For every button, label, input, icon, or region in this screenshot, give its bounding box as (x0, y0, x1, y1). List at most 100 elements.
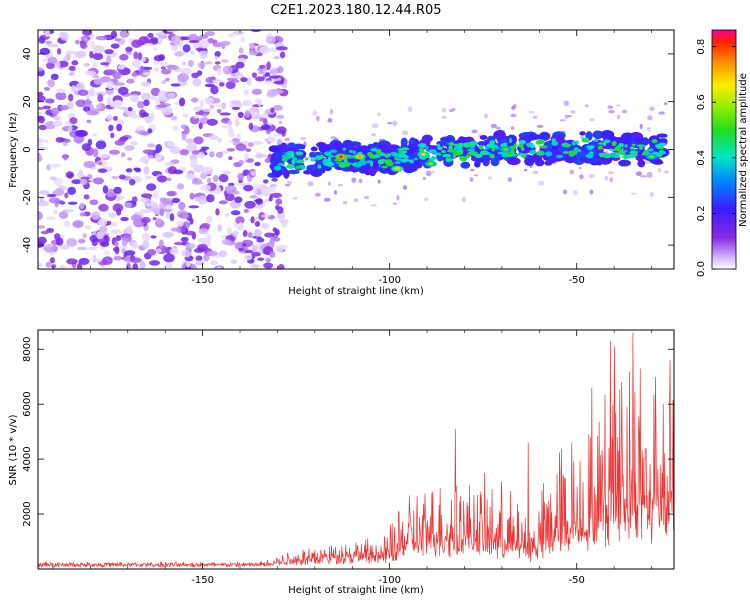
noise-blob (141, 92, 151, 102)
noise-blob (53, 115, 62, 121)
band-core (329, 149, 338, 153)
noise-blob (38, 36, 46, 44)
noise-blob (38, 211, 43, 221)
noise-blob (136, 100, 145, 109)
noise-blob (244, 152, 249, 161)
noise-blob (180, 81, 187, 86)
noise-blob (197, 152, 205, 159)
band-blob (403, 165, 416, 174)
y-tick-label: 20 (22, 95, 33, 108)
band-blob (283, 169, 290, 179)
band-halo-dot (562, 189, 568, 195)
band-blob (551, 150, 561, 157)
noise-blob (224, 212, 230, 218)
noise-blob (228, 182, 235, 187)
noise-blob (45, 261, 52, 268)
band-core (469, 151, 478, 156)
noise-blob (70, 85, 77, 93)
noise-blob (218, 250, 228, 258)
noise-blob (89, 87, 95, 97)
band-core (614, 146, 622, 152)
noise-blob (106, 55, 112, 65)
band-core (400, 147, 410, 151)
noise-blob (276, 126, 287, 135)
noise-blob (191, 181, 204, 185)
band-halo-dot (407, 106, 413, 113)
noise-blob (125, 51, 132, 55)
noise-blob (271, 89, 284, 95)
noise-blob (185, 242, 196, 249)
noise-blob (143, 166, 150, 175)
noise-blob (228, 156, 233, 161)
band-core (518, 140, 526, 145)
band-halo-dot (658, 111, 665, 115)
noise-blob (117, 64, 125, 70)
noise-blob (262, 187, 272, 196)
noise-blob (153, 55, 164, 62)
band-core (508, 138, 513, 143)
noise-blob (81, 143, 91, 152)
noise-blob (275, 46, 288, 51)
noise-blob (244, 200, 256, 209)
noise-blob (93, 78, 105, 85)
noise-blob (280, 221, 288, 228)
noise-blob (234, 118, 240, 127)
noise-blob (277, 264, 285, 269)
noise-blob (231, 106, 240, 111)
band-core (310, 158, 316, 162)
band-core (465, 154, 471, 159)
noise-blob (269, 239, 275, 248)
band-halo-dot (342, 201, 348, 205)
band-core (513, 143, 518, 147)
noise-blob (176, 221, 184, 227)
noise-blob (176, 183, 185, 190)
noise-blob (273, 55, 280, 60)
band-blob (478, 157, 485, 163)
noise-blob (203, 253, 210, 262)
band-halo-dot (647, 115, 651, 119)
band-halo-dot (327, 181, 332, 186)
noise-blob (226, 147, 236, 152)
noise-blob (216, 109, 222, 114)
noise-blob (71, 60, 79, 66)
band-core (403, 155, 409, 159)
noise-blob (257, 257, 265, 261)
noise-blob (140, 112, 150, 117)
noise-blob (243, 89, 249, 96)
noise-blob (197, 243, 208, 251)
band-core (520, 147, 525, 151)
noise-blob (84, 98, 91, 108)
y-tick-label: 6000 (22, 391, 33, 416)
band-halo-dot (292, 197, 298, 200)
x-tick-label: -100 (378, 275, 401, 286)
noise-blob (96, 231, 104, 240)
band-halo-dot (524, 168, 528, 172)
noise-blob (244, 110, 251, 118)
peak-core (429, 162, 433, 166)
noise-blob (230, 210, 241, 216)
band-halo-dot (495, 126, 501, 130)
noise-blob (275, 204, 280, 211)
noise-blob (38, 138, 45, 143)
noise-blob (264, 157, 272, 164)
noise-blob (128, 178, 136, 186)
band-core (602, 141, 607, 147)
noise-blob (272, 227, 278, 233)
band-halo-dot (608, 109, 615, 114)
noise-blob (270, 185, 277, 193)
noise-blob (157, 175, 168, 183)
noise-blob (177, 73, 189, 83)
band-blob (637, 159, 646, 168)
noise-blob (59, 104, 69, 111)
noise-blob (154, 152, 162, 161)
noise-blob (43, 244, 54, 248)
band-core (545, 151, 553, 157)
band-core (488, 145, 496, 148)
band-blob (372, 141, 379, 148)
noise-blob (255, 76, 265, 82)
noise-blob (132, 263, 139, 269)
noise-blob (78, 238, 86, 244)
noise-blob (68, 65, 76, 71)
band-halo-dot (646, 171, 653, 178)
noise-blob (193, 136, 204, 145)
